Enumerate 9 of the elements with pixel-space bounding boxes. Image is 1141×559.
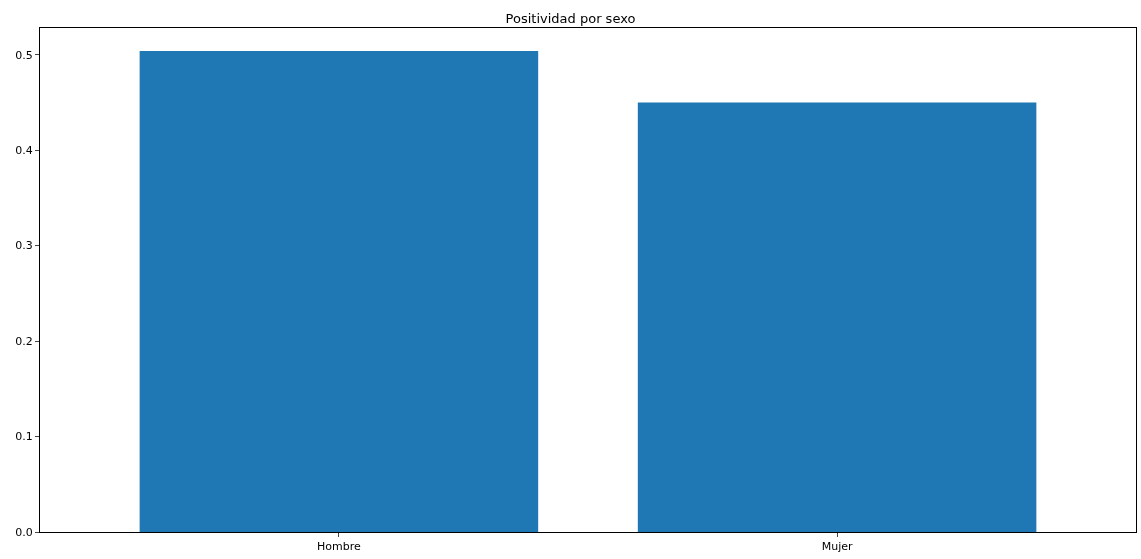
y-tick-label: 0.0 — [15, 525, 33, 539]
x-tick-label: Mujer — [821, 540, 853, 554]
y-tick-label: 0.5 — [15, 48, 33, 62]
x-tick-label: Hombre — [317, 540, 362, 554]
chart-title: Positividad por sexo — [505, 11, 636, 27]
y-tick-label: 0.4 — [15, 144, 33, 158]
y-tick-label: 0.3 — [15, 239, 33, 253]
y-tick-label: 0.1 — [15, 430, 33, 444]
y-tick-label: 0.2 — [15, 334, 33, 348]
